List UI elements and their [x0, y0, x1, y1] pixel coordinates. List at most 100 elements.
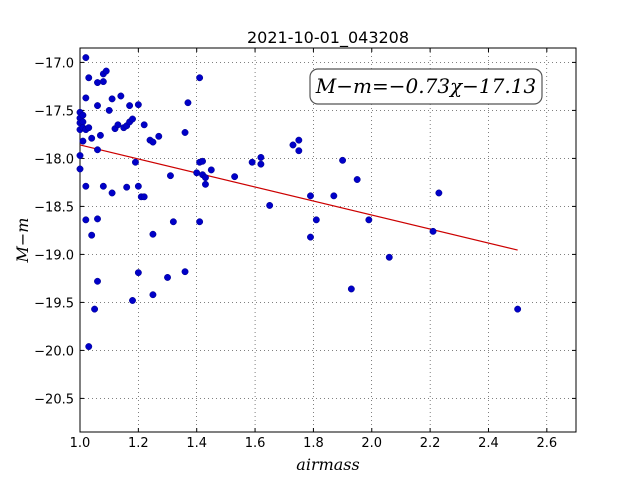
data-point	[96, 131, 104, 139]
data-point	[149, 230, 157, 238]
data-point	[76, 152, 84, 159]
y-tick-label: −17.5	[34, 104, 74, 119]
data-point	[149, 138, 157, 146]
data-point	[88, 134, 96, 142]
y-tick-label: −18.0	[34, 152, 74, 167]
y-axis-label: M−m	[13, 218, 32, 264]
data-point	[257, 153, 265, 161]
data-point	[295, 147, 303, 155]
data-point	[88, 231, 96, 239]
data-point	[79, 118, 87, 126]
data-point	[202, 180, 209, 188]
data-point	[435, 189, 443, 197]
x-tick-label: 2.4	[478, 436, 499, 451]
x-tick-labels: 1.0 1.2 1.4 1.6 1.8 2.0 2.2 2.4 2.6	[70, 436, 558, 451]
fit-annotation: M−m=−0.73χ−17.13	[309, 68, 543, 105]
data-point	[140, 121, 148, 129]
data-point	[193, 169, 201, 177]
annotation-text: M−m=−0.73χ−17.13	[315, 74, 536, 98]
y-tick-label: −19.5	[34, 296, 74, 311]
data-point	[105, 106, 113, 114]
fit-line	[79, 144, 518, 251]
data-point	[108, 189, 116, 197]
data-point	[514, 305, 522, 313]
data-point	[207, 166, 215, 174]
data-point	[353, 176, 361, 183]
data-point	[248, 158, 256, 166]
data-point	[79, 137, 87, 145]
fit-line-group	[79, 144, 518, 251]
data-point	[181, 129, 189, 136]
x-tick-label: 1.6	[245, 436, 266, 451]
x-tick-label: 2.6	[536, 436, 557, 451]
data-point	[126, 102, 134, 110]
data-point	[82, 94, 90, 102]
data-point	[429, 227, 437, 235]
y-tick-label: −19.0	[34, 248, 74, 263]
data-point	[231, 173, 239, 181]
data-point	[82, 182, 90, 190]
data-point	[166, 172, 174, 180]
data-point	[108, 95, 116, 103]
grid-lines	[80, 48, 576, 432]
data-point	[131, 158, 139, 166]
data-point	[202, 174, 209, 182]
data-point	[266, 201, 274, 209]
data-point	[91, 305, 99, 313]
data-point	[347, 285, 355, 293]
data-point	[94, 277, 101, 285]
data-point	[117, 92, 125, 100]
data-point	[99, 182, 107, 190]
data-point	[199, 157, 206, 165]
data-point	[134, 101, 142, 109]
data-point	[181, 268, 189, 276]
x-tick-label: 1.8	[303, 436, 324, 451]
data-point	[134, 182, 142, 190]
data-point	[102, 67, 110, 75]
data-point	[140, 193, 148, 201]
data-point	[196, 218, 204, 226]
data-point	[257, 160, 265, 168]
data-point	[114, 121, 122, 129]
data-point	[76, 165, 84, 173]
data-point	[312, 216, 320, 224]
annotation-box	[309, 68, 543, 105]
data-point	[307, 192, 314, 200]
data-point	[94, 79, 101, 87]
data-point	[99, 78, 107, 86]
data-point	[339, 156, 347, 164]
x-tick-label: 2.2	[420, 436, 441, 451]
data-point	[169, 218, 177, 226]
plot-area-frame	[79, 47, 577, 433]
data-point	[385, 253, 393, 261]
y-tick-label: −20.5	[34, 392, 74, 407]
data-point	[129, 297, 136, 304]
x-tick-label: 1.2	[128, 436, 149, 451]
data-point	[85, 74, 93, 82]
data-point	[94, 215, 101, 223]
data-point	[82, 216, 90, 224]
data-point	[129, 115, 136, 123]
y-tick-labels: −17.0 −17.5 −18.0 −18.5 −19.0 −19.5 −20.0 −20.5	[34, 56, 74, 407]
axis-ticks	[79, 48, 576, 432]
data-point	[134, 269, 142, 277]
x-axis-label: airmass	[296, 455, 359, 474]
data-point	[149, 291, 157, 299]
x-tick-label: 2.0	[361, 436, 382, 451]
y-tick-label: −17.0	[34, 56, 74, 71]
data-point	[289, 141, 297, 149]
x-tick-label: 1.4	[186, 436, 207, 451]
data-point	[295, 136, 303, 144]
data-point	[164, 273, 171, 281]
y-tick-label: −20.0	[34, 344, 74, 359]
data-point	[85, 343, 93, 351]
data-point	[184, 99, 192, 107]
data-point	[85, 124, 93, 132]
data-point	[365, 216, 373, 224]
data-point	[155, 132, 163, 140]
data-point	[196, 74, 204, 82]
data-point	[79, 111, 87, 119]
data-point	[123, 183, 131, 191]
x-tick-label: 1.0	[70, 436, 91, 451]
